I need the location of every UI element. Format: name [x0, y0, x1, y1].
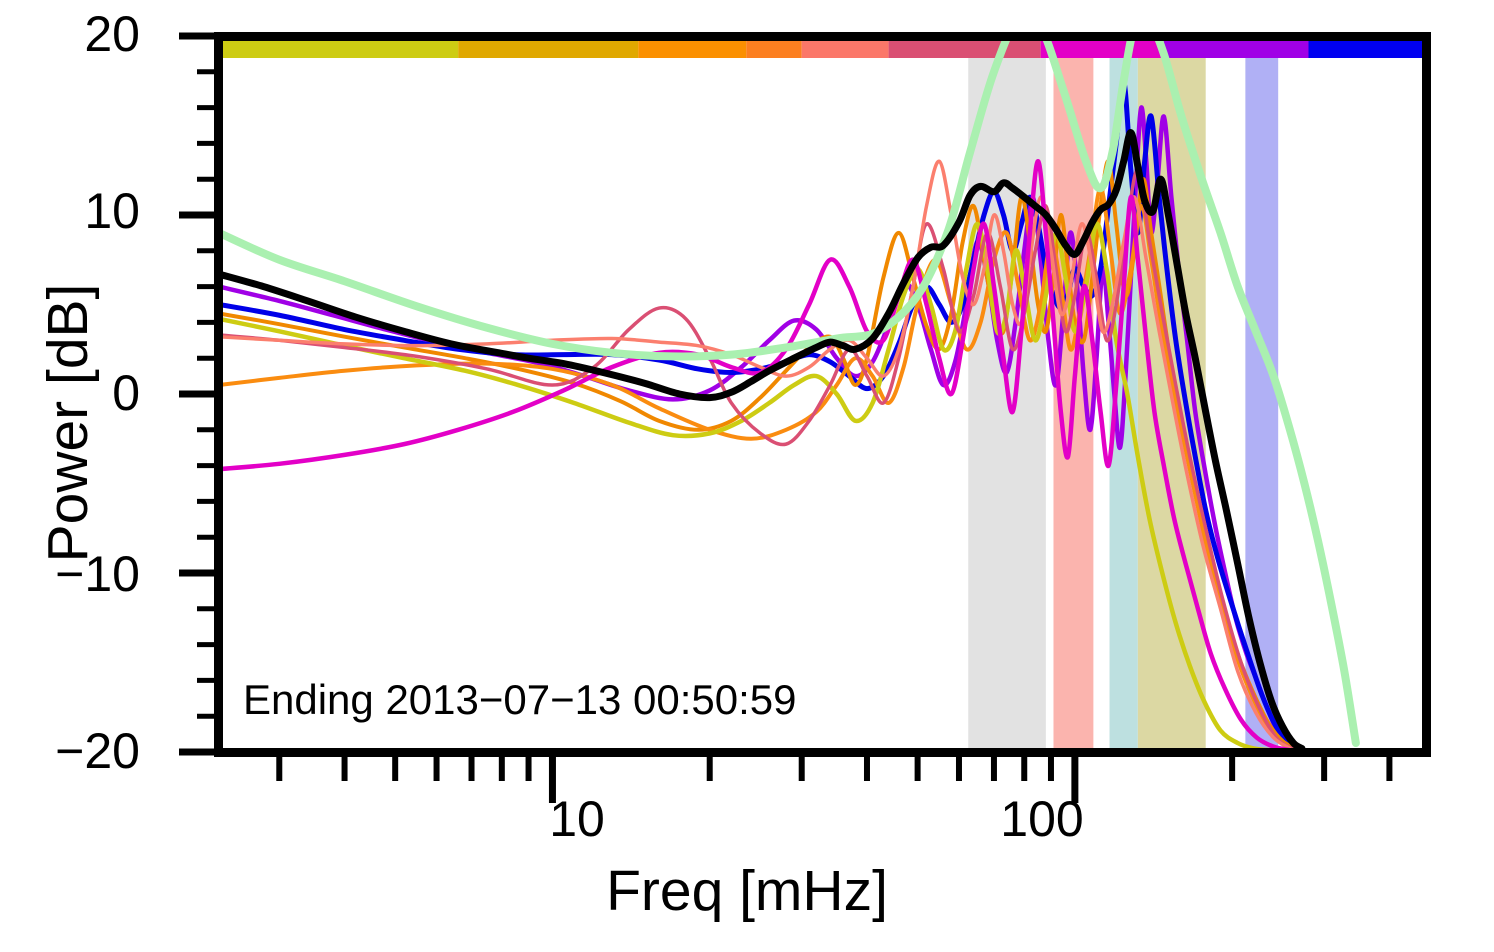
colorbar-segment-2 — [638, 40, 747, 58]
axis-spine-2 — [214, 32, 223, 757]
band-periwinkle — [1245, 58, 1279, 752]
axis-ticks — [179, 32, 1393, 803]
y-tick-label-neg20: −20 — [55, 723, 140, 779]
ending-timestamp-annotation: Ending 2013−07−13 00:50:59 — [243, 676, 797, 723]
colorbar-segment-1 — [458, 40, 639, 58]
colorbar-segment-7 — [1163, 40, 1309, 58]
curve-mean-spectrum — [219, 129, 1306, 752]
band-gray — [968, 58, 1046, 752]
y-tick-label-20: 20 — [84, 6, 140, 62]
axis-spine-0 — [214, 32, 1431, 41]
curve-segment-magenta — [219, 159, 1293, 752]
colorbar-segment-4 — [801, 40, 889, 58]
curve-segment-yellow — [219, 221, 1290, 752]
curve-reference-green — [219, 36, 1360, 748]
y-tick-label-10: 10 — [84, 183, 140, 239]
curve-segment-salmon — [219, 159, 1292, 751]
curve-segment-orange-b — [219, 186, 1294, 751]
colorbar-segment-3 — [746, 40, 802, 58]
colorbar-segment-8 — [1308, 40, 1426, 58]
x-tick-label-100: 100 — [1000, 791, 1084, 847]
top-colorbar — [219, 40, 1426, 58]
x-tick-label-10: 10 — [549, 791, 605, 847]
y-tick-label-neg10: −10 — [55, 546, 140, 602]
axis-spine-3 — [1422, 32, 1431, 757]
spectrum-curves-group — [219, 36, 1360, 752]
axis-spine-1 — [214, 748, 1431, 757]
axis-frame — [214, 32, 1431, 757]
y-tick-label-0: 0 — [112, 365, 140, 421]
colorbar-segment-0 — [219, 40, 459, 58]
x-axis-label: Freq [mHz] — [606, 859, 888, 923]
colorbar-segment-6 — [1040, 40, 1164, 58]
colorbar-segment-5 — [888, 40, 1041, 58]
